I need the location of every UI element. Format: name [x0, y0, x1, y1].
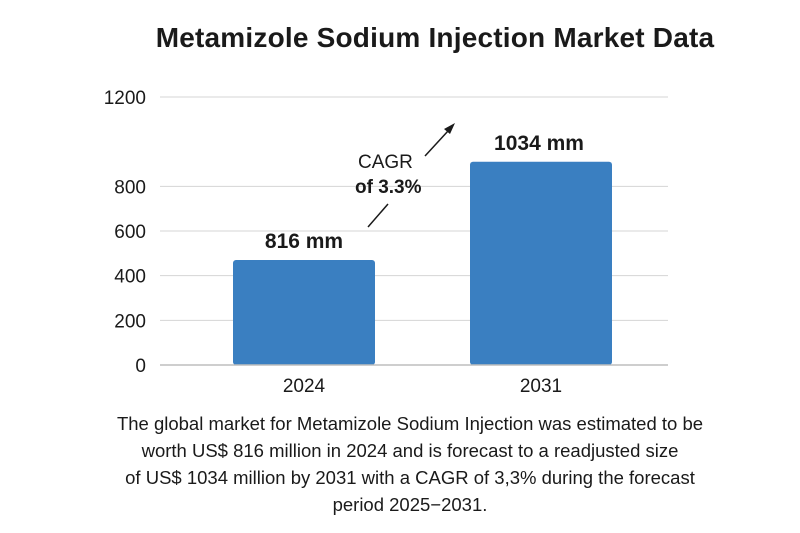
- caption-line: period 2025−2031.: [332, 494, 488, 515]
- x-tick-label: 2024: [283, 376, 326, 397]
- x-axis-ticks: 2024 2031: [283, 376, 562, 397]
- y-axis-ticks: 0 200 400 600 800 1200: [104, 88, 146, 377]
- bars: [233, 161, 612, 365]
- caption-line: of US$ 1034 million by 2031 with a CAGR …: [125, 467, 695, 488]
- x-tick-label: 2031: [520, 376, 562, 397]
- bar: [233, 260, 375, 365]
- chart-title: Metamizole Sodium Injection Market Data: [155, 22, 715, 53]
- cagr-annotation-line2: of 3.3%: [355, 177, 422, 198]
- caption-line: worth US$ 816 million in 2024 and is for…: [141, 440, 679, 461]
- data-label: 816 mm: [265, 230, 343, 253]
- bar: [470, 161, 612, 365]
- y-tick-label: 800: [114, 177, 146, 198]
- cagr-connector-line: [367, 203, 389, 228]
- y-tick-label: 1200: [104, 88, 146, 109]
- data-label: 1034 mm: [494, 132, 584, 155]
- cagr-annotation: CAGR of 3.3%: [355, 123, 455, 228]
- caption: The global market for Metamizole Sodium …: [60, 410, 760, 518]
- data-labels: 816 mm 1034 mm: [265, 132, 584, 253]
- cagr-arrowhead: [444, 123, 455, 134]
- cagr-arrow: [424, 130, 449, 157]
- cagr-annotation-line1: CAGR: [358, 152, 413, 173]
- caption-line: The global market for Metamizole Sodium …: [116, 413, 704, 434]
- y-tick-label: 400: [114, 267, 146, 288]
- y-tick-label: 200: [114, 311, 146, 332]
- y-tick-label: 0: [135, 356, 146, 377]
- y-tick-label: 600: [114, 222, 146, 243]
